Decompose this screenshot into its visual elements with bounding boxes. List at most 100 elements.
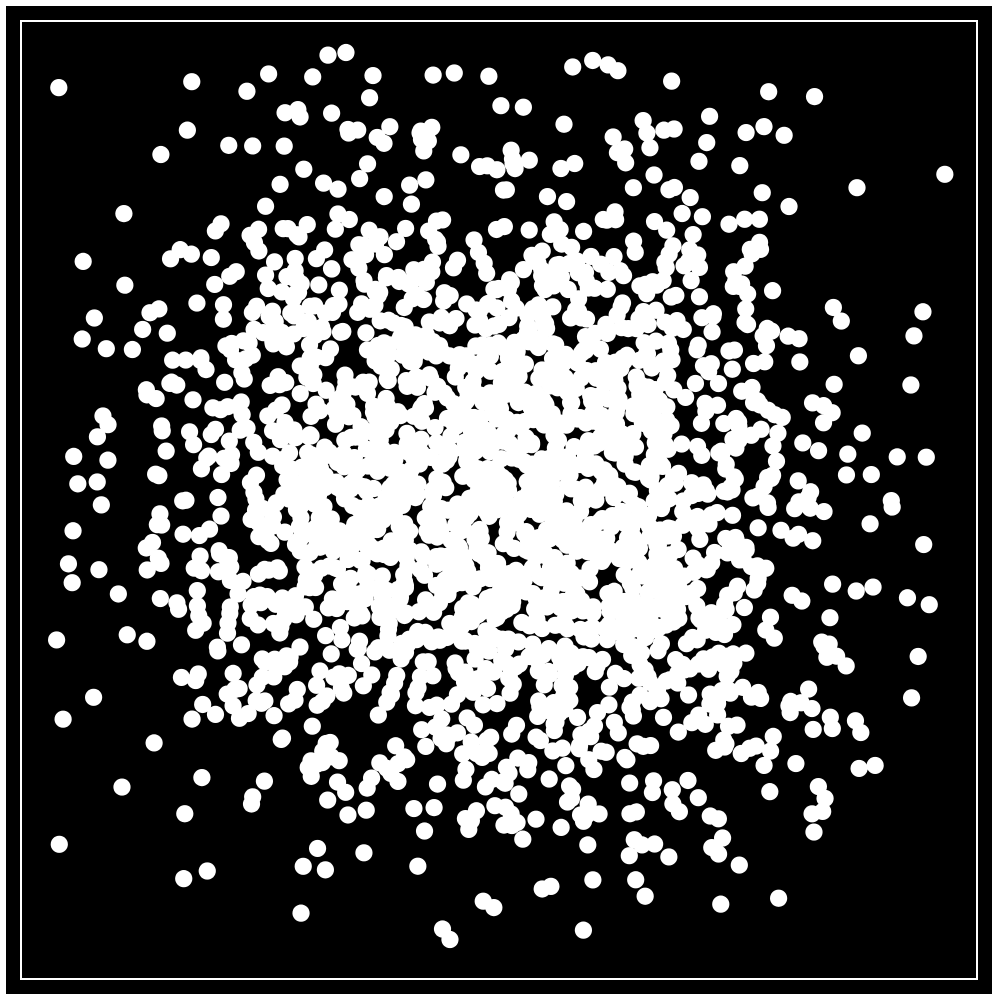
scatter-point [454, 414, 471, 431]
scatter-point [736, 211, 753, 228]
scatter-point [265, 707, 282, 724]
scatter-point [621, 847, 638, 864]
scatter-point [466, 316, 483, 333]
scatter-point [627, 871, 644, 888]
scatter-point [441, 314, 458, 331]
scatter-point [437, 479, 454, 496]
scatter-point [600, 427, 617, 444]
scatter-point [564, 602, 581, 619]
scatter-point [478, 732, 495, 749]
scatter-point [430, 628, 447, 645]
scatter-point [825, 299, 842, 316]
scatter-point [319, 791, 336, 808]
scatter-point [382, 765, 399, 782]
scatter-point [782, 704, 799, 721]
scatter-point [465, 231, 482, 248]
scatter-point [65, 448, 82, 465]
scatter-point [281, 593, 298, 610]
scatter-point [685, 226, 702, 243]
scatter-point [498, 411, 515, 428]
scatter-point [544, 515, 561, 532]
scatter-point [628, 320, 645, 337]
scatter-point [138, 633, 155, 650]
scatter-point [295, 858, 312, 875]
scatter-point [850, 347, 867, 364]
scatter-point [289, 681, 306, 698]
scatter-point [336, 381, 353, 398]
scatter-point [488, 299, 505, 316]
scatter-point [698, 134, 715, 151]
scatter-point [250, 221, 267, 238]
scatter-point [144, 534, 161, 551]
scatter-point [75, 253, 92, 270]
scatter-point [429, 528, 446, 545]
scatter-point [257, 198, 274, 215]
scatter-point [746, 581, 763, 598]
scatter-point [579, 530, 596, 547]
scatter-point [755, 757, 772, 774]
scatter-point [158, 442, 175, 459]
scatter-point [454, 608, 471, 625]
scatter-point [90, 561, 107, 578]
scatter-point [533, 261, 550, 278]
scatter-point [624, 579, 641, 596]
scatter-point [355, 677, 372, 694]
scatter-point [800, 680, 817, 697]
scatter-point [329, 560, 346, 577]
scatter-point [268, 494, 285, 511]
scatter-point [694, 208, 711, 225]
scatter-point [485, 663, 502, 680]
scatter-point [289, 101, 306, 118]
scatter-point [179, 122, 196, 139]
scatter-point [515, 261, 532, 278]
scatter-point [571, 569, 588, 586]
scatter-point [490, 316, 507, 333]
scatter-point [203, 426, 220, 443]
scatter-point [420, 132, 437, 149]
scatter-point [532, 500, 549, 517]
scatter-point [790, 330, 807, 347]
scatter-point [674, 205, 691, 222]
scatter-point [327, 221, 344, 238]
scatter-point [390, 601, 407, 618]
scatter-point [323, 105, 340, 122]
scatter-point [627, 244, 644, 261]
scatter-point [720, 342, 737, 359]
scatter-point [174, 526, 191, 543]
scatter-point [99, 416, 116, 433]
scatter-point [530, 529, 547, 546]
scatter-point [278, 338, 295, 355]
scatter-point [573, 345, 590, 362]
scatter-point [701, 108, 718, 125]
scatter-point [535, 646, 552, 663]
scatter-point [134, 321, 151, 338]
scatter-point [295, 161, 312, 178]
scatter-point [479, 157, 496, 174]
scatter-point [787, 755, 804, 772]
scatter-point [670, 723, 687, 740]
scatter-point [386, 675, 403, 692]
scatter-point [867, 757, 884, 774]
scatter-point [278, 268, 295, 285]
scatter-point [543, 589, 560, 606]
scatter-point [848, 582, 865, 599]
scatter-point [664, 795, 681, 812]
scatter-point [424, 667, 441, 684]
scatter-point [183, 73, 200, 90]
scatter-point [256, 561, 273, 578]
scatter-point [517, 429, 534, 446]
scatter-point [764, 282, 781, 299]
scatter-point [492, 97, 509, 114]
scatter-point [331, 752, 348, 769]
scatter-point [48, 631, 65, 648]
scatter-point [413, 431, 430, 448]
scatter-point [177, 492, 194, 509]
scatter-point [482, 337, 499, 354]
scatter-point [64, 522, 81, 539]
scatter-point [480, 68, 497, 85]
scatter-point [215, 450, 232, 467]
scatter-point [639, 336, 656, 353]
scatter-point [584, 871, 601, 888]
scatter-point [116, 277, 133, 294]
scatter-point [212, 507, 229, 524]
